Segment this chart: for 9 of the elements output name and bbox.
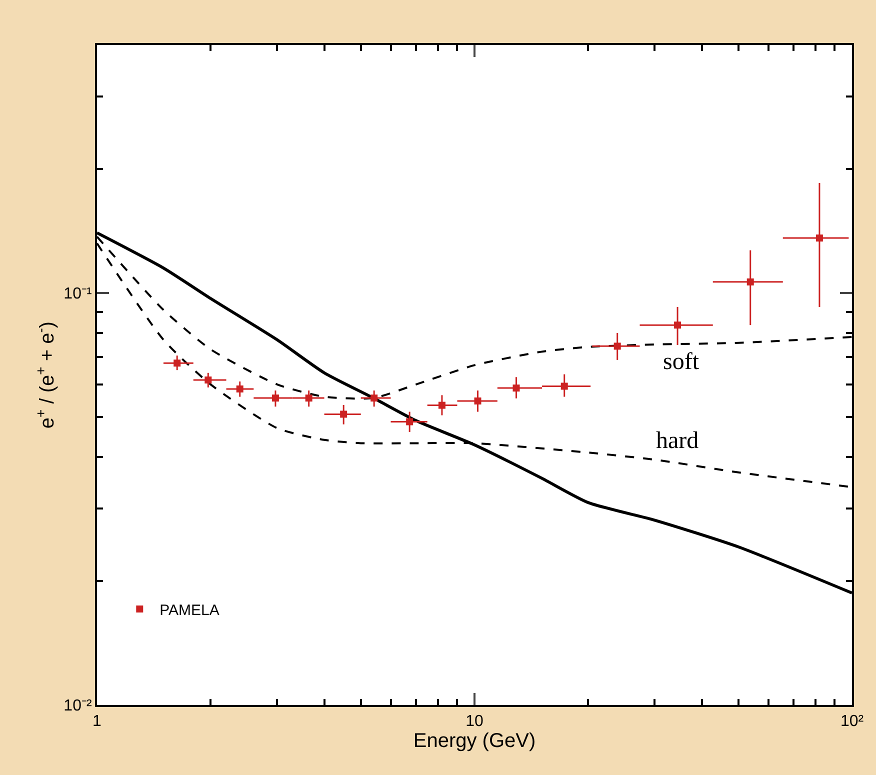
x-tick-label: 1	[92, 713, 102, 730]
x-axis-title: Energy (GeV)	[413, 730, 536, 752]
y-tick-label: 10⁻¹	[64, 286, 92, 303]
x-tick-label: 10²	[840, 713, 864, 730]
annotation: soft	[663, 349, 700, 375]
annotation: hard	[656, 428, 699, 454]
x-tick-label: 10	[466, 713, 484, 730]
legend-label: PAMELA	[160, 602, 220, 619]
y-tick-label: 10⁻²	[64, 698, 92, 715]
